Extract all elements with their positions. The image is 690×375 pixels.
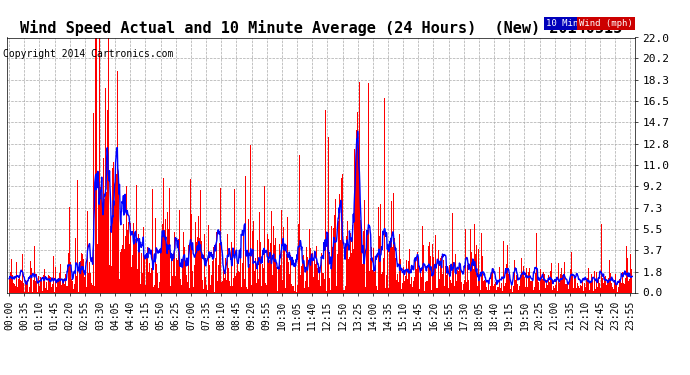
Text: Wind (mph): Wind (mph) [580,19,633,28]
Title: Wind Speed Actual and 10 Minute Average (24 Hours)  (New) 20140515: Wind Speed Actual and 10 Minute Average … [20,20,622,36]
Text: Copyright 2014 Cartronics.com: Copyright 2014 Cartronics.com [3,49,174,59]
Text: 10 Min Avg (mph): 10 Min Avg (mph) [546,19,631,28]
